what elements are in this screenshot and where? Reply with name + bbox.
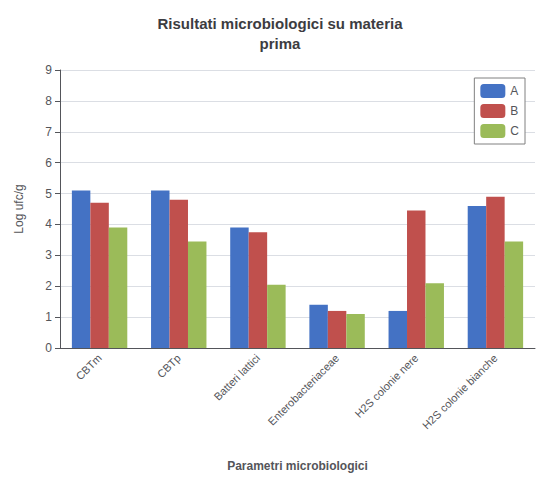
svg-text:Enterobacteriaceae: Enterobacteriaceae (265, 352, 341, 428)
svg-text:H2S colonie nere: H2S colonie nere (352, 352, 420, 420)
svg-text:5: 5 (45, 187, 52, 201)
svg-text:Batteri lattici: Batteri lattici (211, 352, 262, 403)
svg-text:1: 1 (45, 310, 52, 324)
svg-text:8: 8 (45, 94, 52, 108)
svg-text:CBTp: CBTp (155, 352, 183, 380)
svg-text:6: 6 (45, 156, 52, 170)
svg-text:2: 2 (45, 279, 52, 293)
svg-text:H2S colonie bianche: H2S colonie bianche (420, 352, 500, 432)
svg-text:7: 7 (45, 125, 52, 139)
svg-text:A: A (510, 84, 518, 98)
svg-text:Parametri microbiologici: Parametri microbiologici (227, 459, 368, 473)
svg-text:B: B (510, 104, 518, 118)
svg-text:Log ufc/g: Log ufc/g (12, 184, 26, 233)
svg-text:0: 0 (45, 341, 52, 355)
svg-text:CBTm: CBTm (73, 352, 103, 382)
svg-text:prima: prima (260, 35, 302, 52)
svg-text:3: 3 (45, 248, 52, 262)
svg-text:9: 9 (45, 63, 52, 77)
svg-text:Risultati microbiologici su ma: Risultati microbiologici su materia (157, 15, 403, 32)
svg-text:4: 4 (45, 217, 52, 231)
svg-text:C: C (510, 124, 519, 138)
